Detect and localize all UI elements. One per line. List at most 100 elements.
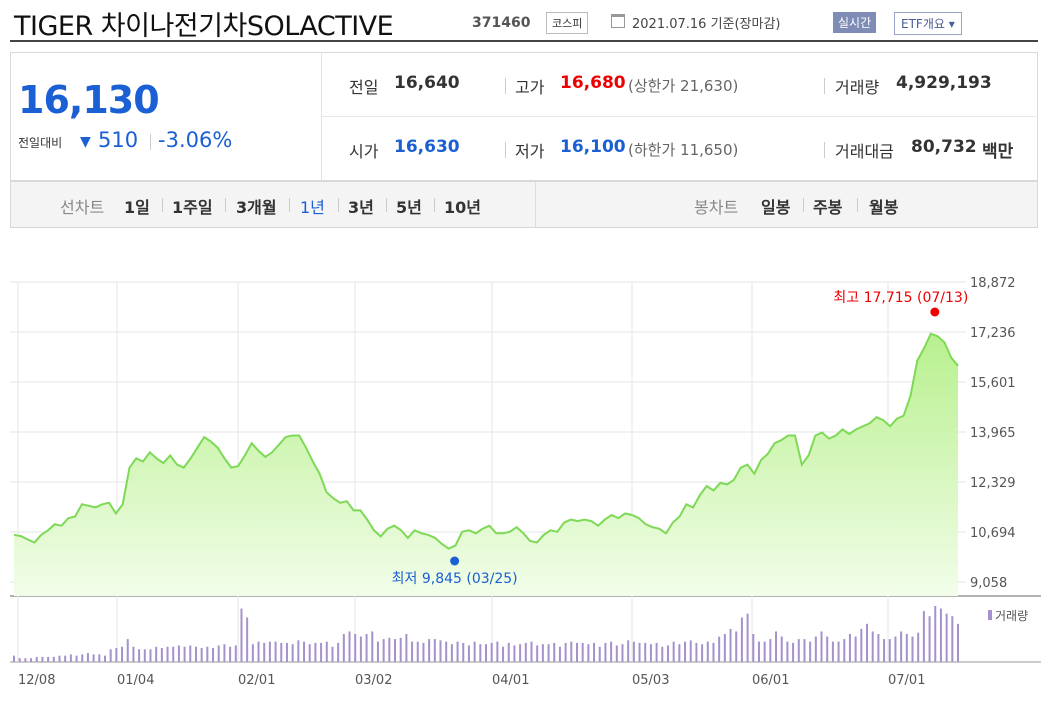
upper-limit: (상한가 21,630) bbox=[628, 77, 739, 95]
volume-bar bbox=[866, 623, 869, 662]
volume-bar bbox=[587, 644, 590, 662]
volume-bar bbox=[610, 641, 613, 662]
period-10y[interactable]: 10년 bbox=[444, 198, 481, 217]
x-tick-label: 07/01 bbox=[888, 673, 925, 688]
volume-bar bbox=[570, 641, 573, 662]
period-5y[interactable]: 5년 bbox=[396, 198, 422, 217]
volume-bar bbox=[803, 639, 806, 662]
volume-bar bbox=[928, 616, 931, 662]
volume-bar bbox=[303, 641, 306, 662]
divider bbox=[803, 198, 804, 212]
period-1y[interactable]: 1년 bbox=[300, 198, 325, 217]
volume-bar bbox=[58, 655, 61, 662]
volume-bar bbox=[274, 641, 277, 662]
volume-bar bbox=[757, 641, 760, 662]
summary-divider bbox=[321, 52, 322, 181]
volume-bar bbox=[240, 608, 243, 662]
period-3y[interactable]: 3년 bbox=[348, 198, 374, 217]
volume-bar bbox=[75, 655, 78, 662]
volume-bar bbox=[547, 644, 550, 662]
volume-bar bbox=[177, 645, 180, 662]
price-area bbox=[14, 333, 958, 596]
volume-bar bbox=[143, 649, 146, 662]
y-tick-label: 13,965 bbox=[970, 426, 1016, 441]
open-value: 16,630 bbox=[394, 137, 460, 157]
volume-bar bbox=[223, 644, 226, 662]
volume-bar bbox=[462, 642, 465, 662]
volume-bar bbox=[871, 631, 874, 662]
volume-bar bbox=[843, 639, 846, 662]
low-label: 저가 bbox=[515, 142, 545, 161]
volume-bar bbox=[473, 641, 476, 662]
volume-bar bbox=[308, 644, 311, 662]
volume-bar bbox=[922, 611, 925, 662]
volume-bar bbox=[18, 658, 21, 662]
etf-overview-dropdown[interactable]: ETF개요 ▾ bbox=[894, 12, 962, 35]
volume-bar bbox=[64, 655, 67, 662]
volume-bar bbox=[320, 642, 323, 662]
volume-bar bbox=[712, 642, 715, 662]
high-value: 16,680 bbox=[560, 73, 626, 93]
candle-daily[interactable]: 일봉 bbox=[761, 198, 791, 217]
volume-bar bbox=[98, 654, 101, 662]
volume-bar bbox=[206, 646, 209, 662]
x-tick-label: 12/08 bbox=[18, 673, 55, 688]
volume-bar bbox=[581, 642, 584, 662]
volume-bar bbox=[399, 637, 402, 662]
volume-bar bbox=[280, 642, 283, 662]
volume-bar bbox=[598, 646, 601, 662]
volume-bar bbox=[212, 648, 215, 662]
x-axis-ticks: 12/08 01/04 02/01 03/02 04/01 05/03 06/01 07/01 bbox=[18, 673, 925, 688]
volume-bar bbox=[69, 654, 72, 662]
volume-bar bbox=[769, 639, 772, 662]
volume-bar bbox=[735, 631, 738, 662]
amount-label: 거래대금 bbox=[835, 142, 894, 161]
volume-bar bbox=[575, 642, 578, 662]
volume-bar bbox=[132, 646, 135, 662]
change-label: 전일대비 bbox=[18, 136, 63, 150]
period-1d[interactable]: 1일 bbox=[124, 198, 150, 217]
amount-value: 80,732 bbox=[911, 137, 977, 157]
header-divider bbox=[10, 40, 1038, 42]
volume-bar bbox=[268, 641, 271, 662]
volume-bar bbox=[848, 634, 851, 662]
low-marker bbox=[450, 556, 460, 566]
volume-bar bbox=[200, 648, 203, 662]
volume-bar bbox=[456, 641, 459, 662]
volume-bar bbox=[13, 655, 15, 662]
candle-weekly[interactable]: 주봉 bbox=[813, 198, 843, 217]
y-tick-label: 10,694 bbox=[970, 526, 1016, 541]
divider bbox=[289, 198, 290, 212]
volume-legend-swatch bbox=[988, 610, 992, 620]
volume-bar bbox=[502, 646, 505, 662]
volume-bar bbox=[445, 641, 448, 662]
volume-bar bbox=[490, 642, 493, 662]
volume-bar bbox=[257, 641, 260, 662]
volume-bar bbox=[536, 645, 539, 662]
volume-bar bbox=[325, 641, 328, 662]
chart-period-bar bbox=[10, 181, 1038, 228]
volume-label: 거래량 bbox=[835, 78, 880, 97]
volume-bar bbox=[376, 641, 379, 662]
volume-bar bbox=[411, 641, 414, 662]
y-tick-label: 17,236 bbox=[970, 326, 1016, 341]
volume-bar bbox=[939, 608, 942, 662]
realtime-button[interactable]: 실시간 bbox=[833, 12, 877, 33]
volume-bar bbox=[564, 642, 567, 662]
volume-bar bbox=[905, 634, 908, 662]
volume-bar bbox=[138, 649, 141, 662]
volume-bar bbox=[450, 644, 453, 662]
candle-monthly[interactable]: 월봉 bbox=[869, 198, 899, 217]
volume-bar bbox=[917, 632, 920, 662]
volume-bar bbox=[388, 637, 391, 662]
x-tick-label: 03/02 bbox=[355, 673, 392, 688]
volume-bar bbox=[382, 639, 385, 662]
amount-unit: 백만 bbox=[982, 142, 1014, 162]
y-axis-ticks: 18,872 17,236 15,601 13,965 12,329 10,694 9,05… bbox=[970, 276, 1016, 591]
volume-bar bbox=[115, 648, 118, 662]
volume-value: 4,929,193 bbox=[896, 73, 992, 93]
volume-bar bbox=[945, 613, 948, 662]
period-1w[interactable]: 1주일 bbox=[172, 198, 213, 217]
period-3m[interactable]: 3개월 bbox=[236, 198, 277, 217]
volume-bar bbox=[644, 642, 647, 662]
